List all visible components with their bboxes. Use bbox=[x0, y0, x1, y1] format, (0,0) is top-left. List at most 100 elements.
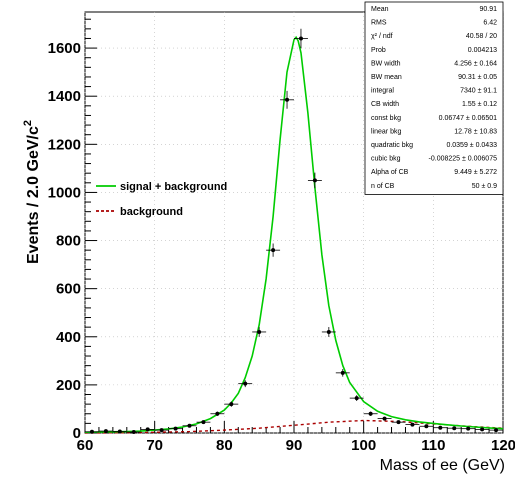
data-points-layer bbox=[85, 28, 503, 435]
data-point bbox=[154, 428, 169, 433]
data-marker bbox=[382, 416, 387, 421]
stats-value: -0.008225 ± 0.006075 bbox=[429, 156, 498, 163]
stats-label: χ² / ndf bbox=[371, 33, 393, 40]
data-point bbox=[447, 426, 462, 431]
stats-label: integral bbox=[371, 88, 394, 95]
data-marker bbox=[466, 426, 471, 431]
y-tick-label: 1000 bbox=[48, 184, 81, 201]
data-point bbox=[461, 426, 476, 431]
stats-label: RMS bbox=[371, 20, 387, 27]
data-marker bbox=[243, 381, 248, 386]
data-marker bbox=[494, 428, 499, 433]
data-marker bbox=[480, 427, 485, 432]
x-axis-title: Mass of ee (GeV) bbox=[380, 457, 505, 474]
data-marker bbox=[424, 424, 429, 429]
data-marker bbox=[438, 425, 443, 430]
stats-label: const bkg bbox=[371, 115, 401, 122]
data-point bbox=[252, 327, 267, 337]
data-point bbox=[182, 423, 197, 428]
x-tick-label: 90 bbox=[286, 437, 303, 454]
data-point bbox=[280, 90, 294, 109]
data-point bbox=[391, 420, 406, 425]
x-tick-label: 80 bbox=[216, 437, 233, 454]
x-tick-label: 60 bbox=[77, 437, 94, 454]
stats-label: Prob bbox=[371, 47, 386, 54]
stats-value: 0.06747 ± 0.06501 bbox=[439, 115, 497, 122]
data-point bbox=[196, 420, 211, 425]
axes: 60 70 80 90 100 110 12002004006008001000120014… bbox=[48, 18, 515, 454]
data-point bbox=[224, 401, 239, 407]
stats-box-frame bbox=[364, 1, 504, 195]
data-point bbox=[85, 429, 99, 434]
data-point bbox=[433, 425, 448, 430]
legend-label: background bbox=[120, 206, 183, 218]
data-point bbox=[307, 172, 322, 189]
stats-label: Alpha of CB bbox=[371, 169, 409, 176]
data-point bbox=[475, 427, 490, 432]
stats-value: 1.55 ± 0.12 bbox=[462, 101, 497, 108]
data-marker bbox=[215, 411, 220, 416]
stats-value: 4.256 ± 0.164 bbox=[454, 60, 497, 67]
data-point bbox=[489, 428, 503, 433]
stats-label: n of CB bbox=[371, 183, 395, 190]
data-point bbox=[266, 243, 281, 257]
data-marker bbox=[326, 329, 331, 334]
y-axis-title-sup: 2 bbox=[22, 120, 34, 126]
y-axis-title: Events / 2.0 GeV/c2 bbox=[22, 120, 42, 264]
data-marker bbox=[159, 428, 164, 433]
data-marker bbox=[131, 430, 136, 435]
data-point bbox=[335, 369, 350, 377]
stats-value: 12.78 ± 10.83 bbox=[454, 128, 497, 135]
data-point bbox=[377, 416, 392, 421]
x-tick-label: 110 bbox=[421, 437, 445, 454]
data-point bbox=[98, 429, 113, 434]
stats-label: BW mean bbox=[371, 74, 402, 81]
y-tick-label: 200 bbox=[56, 377, 81, 394]
stats-label: CB width bbox=[371, 101, 399, 108]
stats-label: Mean bbox=[371, 6, 389, 13]
legend: signal + background background bbox=[96, 181, 227, 218]
y-tick-label: 1600 bbox=[48, 40, 81, 57]
x-tick-label: 70 bbox=[146, 437, 163, 454]
data-marker bbox=[187, 423, 192, 428]
data-marker bbox=[285, 97, 290, 102]
stats-value: 9.449 ± 5.272 bbox=[454, 169, 497, 176]
y-tick-label: 600 bbox=[56, 281, 81, 298]
y-axis-title-main: Events / 2.0 GeV/c bbox=[25, 126, 42, 264]
y-tick-label: 0 bbox=[73, 425, 81, 442]
stats-label: cubic bkg bbox=[371, 156, 401, 163]
data-point bbox=[405, 422, 420, 427]
data-marker bbox=[103, 429, 108, 434]
data-point bbox=[419, 424, 434, 429]
data-marker bbox=[271, 248, 276, 253]
data-point bbox=[126, 430, 141, 435]
stats-label: BW width bbox=[371, 60, 401, 67]
data-marker bbox=[298, 36, 303, 41]
data-marker bbox=[89, 429, 94, 434]
data-point bbox=[321, 327, 336, 337]
stats-label: linear bkg bbox=[371, 128, 401, 135]
data-point bbox=[349, 395, 364, 402]
y-tick-label: 400 bbox=[56, 329, 81, 346]
y-tick-label: 1200 bbox=[48, 136, 81, 153]
stats-value: 0.0359 ± 0.0433 bbox=[446, 142, 497, 149]
data-point bbox=[112, 429, 127, 434]
data-marker bbox=[117, 429, 122, 434]
stats-value: 40.58 / 20 bbox=[466, 33, 497, 40]
stats-value: 0.004213 bbox=[468, 47, 497, 54]
data-marker bbox=[229, 402, 234, 407]
stats-value: 90.91 bbox=[479, 6, 497, 13]
data-point bbox=[238, 380, 253, 388]
stats-value: 50 ± 0.9 bbox=[472, 183, 497, 190]
data-point bbox=[140, 427, 155, 432]
data-marker bbox=[257, 329, 262, 334]
data-marker bbox=[368, 411, 373, 416]
stats-value: 7340 ± 91.1 bbox=[460, 88, 497, 95]
legend-label: signal + background bbox=[120, 181, 227, 193]
stats-value: 6.42 bbox=[483, 20, 497, 27]
data-point bbox=[210, 411, 225, 416]
data-point bbox=[363, 411, 378, 416]
stats-box: Mean 90.91 RMS 6.42 χ² / ndf 40.58 / 20 Prob 0.… bbox=[364, 1, 504, 195]
data-marker bbox=[354, 396, 359, 401]
